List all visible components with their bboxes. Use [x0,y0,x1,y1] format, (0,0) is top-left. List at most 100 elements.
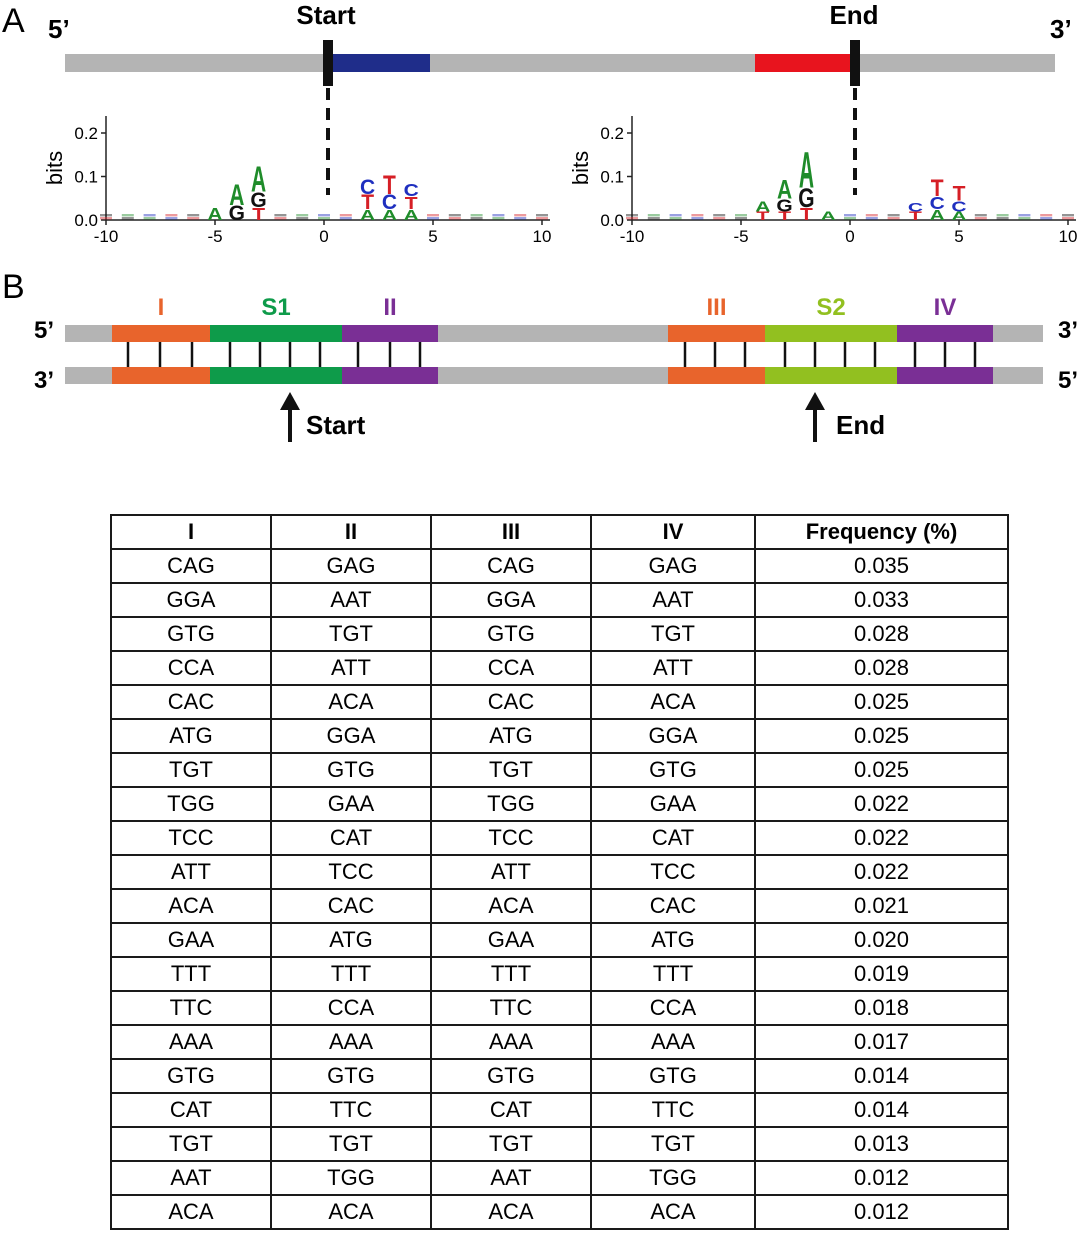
codon-cell: CAT [430,1092,592,1128]
table-row: TGT TGT TGT TGT 0.013 [110,1126,1009,1162]
logo-letter: A [404,206,419,223]
logo-letter: C [951,197,966,214]
table-row: CAG GAG CAG GAG 0.035 [110,548,1009,584]
logo-letter: T [383,170,396,200]
logo-letter: G [776,196,792,216]
segment-i-bottom [112,367,210,384]
genome-strand [65,54,1055,72]
logo-background-letter [974,217,987,220]
codon-cell: TGT [590,1126,756,1162]
codon-cell: ATT [110,854,272,890]
panel-a-end-label: End [829,0,878,30]
logo-letter: T [778,209,792,222]
strand-bottom-right: 5’ [1058,367,1078,394]
codon-cell: GAA [110,922,272,958]
table-row: TGT GTG TGT GTG 0.025 [110,752,1009,788]
frequency-cell: 0.022 [754,786,1009,822]
logo-background-letter [713,214,726,217]
segment-s1-top [210,325,342,342]
codon-cell: ACA [590,684,756,720]
segment-i-top [112,325,210,342]
codon-cell: TTC [430,990,592,1026]
logo-background-letter [626,217,638,220]
table-row: CCA ATT CCA ATT 0.028 [110,650,1009,686]
logo-background-letter [974,214,987,217]
logo-y-tick-label: 0.1 [74,168,98,187]
logo-letter: T [931,175,944,202]
table-row: TTC CCA TTC CCA 0.018 [110,990,1009,1026]
table-header-row: I II III IV Frequency (%) [110,514,1009,550]
codon-cell: GTG [430,1058,592,1094]
frequency-cell: 0.025 [754,684,1009,720]
logo-background-letter [887,217,900,220]
codon-cell: TGT [430,1126,592,1162]
logo-background-letter [339,217,352,220]
logo-letter: T [953,182,966,205]
codon-cell: GTG [590,752,756,788]
codon-cell: CAT [110,1092,272,1128]
codon-cell: AAT [270,582,432,618]
logo-letter: G [250,189,266,212]
codon-cell: GTG [110,616,272,652]
codon-cell: GAG [590,548,756,584]
logo-letter: A [821,209,836,222]
logo-letter: G [229,202,245,225]
logo-x-tick-label: 10 [533,227,552,246]
logo-background-letter [713,217,726,220]
frequency-table: I II III IV Frequency (%) CAG GAG CAG GAG 0.035 G… [110,514,1009,1230]
segment-ii-bottom [342,367,438,384]
codon-cell: ACA [110,888,272,924]
segment-iii-top [668,325,765,342]
codon-cell: ATT [590,650,756,686]
codon-cell: ATG [110,718,272,754]
table-row: ACA ACA ACA ACA 0.012 [110,1194,1009,1230]
table-row: TGG GAA TGG GAA 0.022 [110,786,1009,822]
panel-a-five-prime: 5’ [48,14,70,44]
logo-background-letter [100,217,112,220]
logo-background-letter [143,217,156,220]
codon-cell: ATT [270,650,432,686]
codon-cell: CCA [110,650,272,686]
logo-letter: A [382,206,397,223]
frequency-cell: 0.022 [754,854,1009,890]
segment-iv-label: IV [934,294,957,321]
logo-background-letter [536,214,548,217]
codon-cell: TGG [110,786,272,822]
column-header: Frequency (%) [754,514,1009,550]
logo-background-letter [669,217,682,220]
logo-y-tick-label: 0.1 [600,168,624,187]
codon-cell: AAA [430,1024,592,1060]
logo-background-letter [865,214,878,217]
logo-letter: A [951,209,966,222]
logo-background-letter [427,217,439,220]
logo-letter: T [252,204,265,224]
codon-cell: ATG [270,922,432,958]
logo-background-letter [1040,217,1053,220]
panel-b-end-label: End [836,410,885,440]
logo-background-letter [647,214,660,217]
logo-letter: C [382,191,397,214]
logo-y-tick-label: 0.2 [600,124,624,143]
start-marker [323,40,333,86]
logo-letter: T [756,209,770,222]
codon-cell: AAA [590,1024,756,1060]
codon-cell: TTT [590,956,756,992]
logo-letter: T [361,191,374,214]
codon-cell: AAT [430,1160,592,1196]
codon-cell: CAT [590,820,756,856]
logo-background-letter [735,214,747,217]
table-row: ATG GGA ATG GGA 0.025 [110,718,1009,754]
codon-cell: ACA [430,1194,592,1230]
logo-background-letter [996,217,1009,220]
codon-cell: TTC [110,990,272,1026]
logo-background-letter [1018,214,1031,217]
logo-background-letter [165,217,178,220]
codon-cell: GTG [270,752,432,788]
logo-background-letter [470,217,483,220]
frequency-cell: 0.017 [754,1024,1009,1060]
logo-background-letter [121,217,134,220]
logo-background-letter [100,214,112,217]
logo-background-letter [165,214,178,217]
segment-ii-label: II [383,294,396,321]
logo-background-letter [492,214,505,217]
